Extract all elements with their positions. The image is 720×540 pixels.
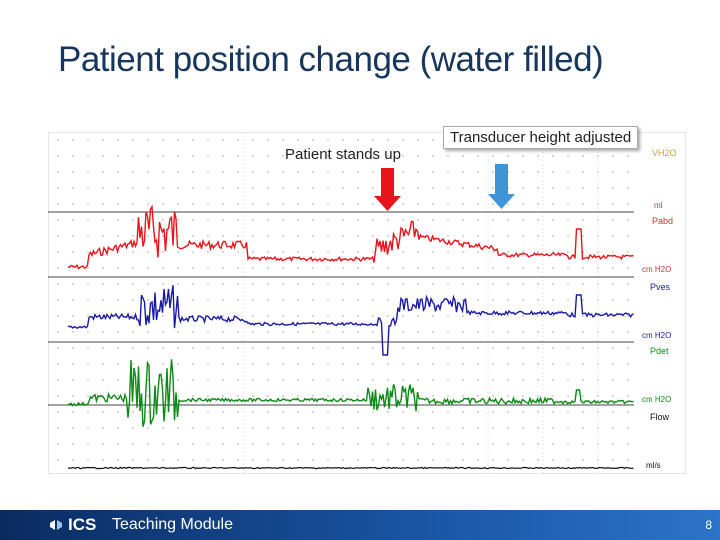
slide-title: Patient position change (water filled) — [58, 40, 604, 79]
unit-label-pves: cm H2O — [642, 331, 671, 340]
pdet-trace — [67, 359, 634, 427]
logo-text: ICS — [68, 515, 97, 534]
red-arrow-icon — [374, 168, 401, 211]
unit-label-pabd: cm H2O — [642, 265, 671, 274]
unit-label-ml: ml — [654, 201, 663, 210]
callout-transducer-adjusted: Transducer height adjusted — [443, 126, 639, 149]
callout-patient-stands-up: Patient stands up — [285, 146, 401, 163]
footer-bar: ICS Teaching Module 8 — [0, 510, 720, 540]
unit-label-flow: ml/s — [646, 461, 661, 470]
flow-trace — [67, 466, 634, 470]
ics-logo-icon — [50, 520, 62, 530]
blue-arrow-icon — [488, 164, 515, 209]
ics-logo: ICS — [48, 515, 97, 534]
tracing-grid — [48, 132, 629, 474]
unit-label-pdet: cm H2O — [642, 395, 671, 404]
channel-label-flow: Flow — [650, 412, 670, 422]
urodynamic-tracing: VH2O ml Pabd cm H2O Pves cm H2O Pdet cm … — [48, 132, 686, 474]
top-channel-label: VH2O — [652, 148, 677, 158]
channel-label-pabd: Pabd — [652, 216, 673, 226]
pabd-trace — [67, 204, 634, 270]
page-number: 8 — [705, 518, 712, 532]
channel-label-pves: Pves — [650, 282, 671, 292]
footer-module-label: Teaching Module — [112, 516, 233, 533]
channel-label-pdet: Pdet — [650, 346, 669, 356]
pves-trace — [67, 285, 634, 356]
